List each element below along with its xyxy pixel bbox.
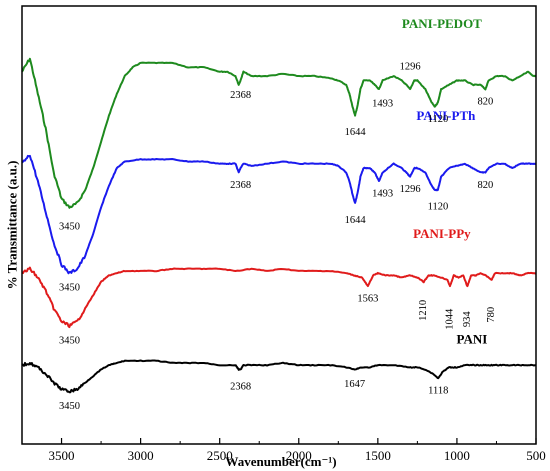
- peak-label: 820: [478, 180, 494, 191]
- series-label-pani-pedot: PANI-PEDOT: [402, 16, 482, 31]
- series-line-pani: [21, 359, 536, 394]
- peak-label: 1044: [444, 308, 455, 330]
- series-line-pani-ppy: [21, 266, 537, 329]
- peak-label: 3450: [59, 221, 80, 232]
- series-label-pani-pth: PANI-PTh: [416, 108, 476, 123]
- peak-label: 1644: [345, 215, 367, 226]
- peak-label: 1296: [400, 62, 421, 73]
- plot-frame: [21, 5, 537, 445]
- peak-annotations: PANI-PEDOT PANI-PTh PANI-PPy PANI 3450 2368 16…: [59, 16, 497, 412]
- peak-label: 1647: [344, 379, 365, 390]
- x-tick-label: 1500: [365, 448, 391, 463]
- x-tick-label: 1000: [444, 448, 470, 463]
- peak-label: 3450: [59, 335, 80, 346]
- peak-label: 1493: [372, 189, 393, 200]
- x-tick-label: 500: [526, 448, 546, 463]
- peak-label: 3450: [59, 401, 80, 412]
- peak-label: 2368: [230, 180, 251, 191]
- peak-label: 780: [486, 307, 497, 323]
- peak-label: 1120: [428, 202, 449, 213]
- peak-label: 3450: [59, 283, 80, 294]
- x-tick-label: 2500: [207, 448, 233, 463]
- peak-label: 1644: [345, 127, 367, 138]
- series-label-pani: PANI: [457, 331, 488, 346]
- peak-label: 2368: [230, 381, 251, 392]
- series-line-pani-pedot: [21, 57, 537, 209]
- x-tick-label: 3500: [49, 448, 75, 463]
- x-axis-ticks: 3500 3000 2500 2000 1500 1000 500: [49, 438, 546, 463]
- series-label-pani-ppy: PANI-PPy: [413, 226, 471, 241]
- peak-label: 934: [462, 311, 473, 328]
- peak-label: 1493: [372, 99, 393, 110]
- peak-label: 1120: [428, 114, 449, 125]
- y-axis-title: % Transmittance (a.u.): [5, 161, 20, 290]
- series-line-pani-pth: [21, 154, 537, 275]
- peak-label: 1118: [428, 386, 448, 397]
- peak-label: 1563: [357, 294, 378, 305]
- peak-label: 2368: [230, 90, 251, 101]
- series-layer: [21, 57, 537, 394]
- peak-label: 1296: [400, 184, 421, 195]
- x-tick-label: 3000: [128, 448, 154, 463]
- x-tick-label: 2000: [286, 448, 312, 463]
- peak-label: 820: [478, 97, 494, 108]
- x-axis-title: Wavenumber(cm⁻¹): [225, 454, 336, 469]
- peak-label: 1210: [418, 300, 429, 321]
